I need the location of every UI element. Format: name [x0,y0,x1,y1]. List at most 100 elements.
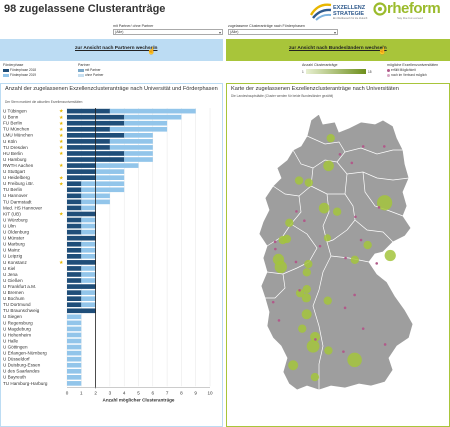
bar[interactable] [67,362,82,368]
bar[interactable] [67,320,82,326]
university-dot[interactable] [350,161,354,165]
university-dot[interactable] [271,300,275,304]
bar[interactable] [67,199,82,205]
bar[interactable] [124,133,153,138]
university-dot[interactable] [273,240,277,244]
bar[interactable] [67,205,82,211]
cluster-bubble[interactable] [323,234,332,242]
cluster-bubble[interactable] [350,255,359,264]
bar[interactable] [67,284,96,289]
university-dot[interactable] [343,306,347,310]
cluster-bubble[interactable] [301,293,311,303]
bar[interactable] [67,241,82,247]
bar[interactable] [81,272,96,277]
legend-item-without-partner[interactable]: ohne Partner [78,73,103,77]
legend-item-fulfilled[interactable]: erfüllt Möglichkeit [387,68,416,72]
bar[interactable] [81,229,96,235]
bar[interactable] [67,139,110,144]
university-dot[interactable] [342,350,345,353]
university-dot[interactable] [295,210,298,213]
bar[interactable] [95,175,125,180]
legend-item-with-partner[interactable]: mit Partner [78,68,101,72]
bar[interactable] [81,266,96,271]
cluster-bubble[interactable] [302,285,312,294]
bar[interactable] [95,163,139,168]
bar[interactable] [67,375,82,380]
bar[interactable] [67,235,96,241]
bar[interactable] [67,181,82,187]
bar[interactable] [81,247,96,253]
bar[interactable] [67,260,96,265]
cluster-bubble[interactable] [347,352,362,368]
university-dot[interactable] [377,206,381,209]
bar[interactable] [67,338,82,344]
cluster-bubble[interactable] [301,309,312,320]
bar[interactable] [67,344,82,350]
cluster-bubble[interactable] [282,234,292,244]
bar[interactable] [67,332,82,338]
university-dot[interactable] [344,256,347,260]
cluster-bubble[interactable] [323,160,334,172]
cluster-bubble[interactable] [377,195,393,211]
bar[interactable] [67,126,110,132]
cluster-bubble[interactable] [285,218,294,228]
university-dot[interactable] [298,288,301,292]
bar[interactable] [81,278,96,283]
bar[interactable] [67,266,82,271]
legend-item-phase-2019[interactable]: Förderphase 2019 [3,73,36,77]
cluster-bubble[interactable] [306,339,320,353]
university-dot[interactable] [314,338,317,341]
cluster-bubble[interactable] [310,331,321,342]
bar[interactable] [67,247,82,253]
bar[interactable] [67,193,82,199]
phase-filter-select[interactable]: (Alle) ▾ [228,29,338,35]
bar[interactable] [67,368,82,374]
university-dot[interactable] [294,260,298,264]
bar[interactable] [81,254,96,259]
bar[interactable] [67,229,82,235]
bar[interactable] [67,308,96,314]
bar[interactable] [124,157,153,162]
partner-filter-select[interactable]: (Alle) ▾ [113,29,223,35]
university-dot[interactable] [375,262,379,265]
cluster-bubble[interactable] [302,268,312,277]
bar[interactable] [67,326,82,332]
bar[interactable] [124,114,182,120]
bar[interactable] [67,254,82,259]
cluster-bubble[interactable] [332,207,342,216]
bar[interactable] [67,175,96,180]
university-dot[interactable] [354,215,357,219]
bar[interactable] [95,169,125,174]
cluster-bubble[interactable] [295,288,305,298]
bar[interactable] [81,296,96,301]
switch-to-partner-view-link[interactable]: zur Ansicht nach Partnern wechseln [75,46,158,51]
bar[interactable] [81,217,96,223]
bar[interactable] [67,272,82,277]
bar[interactable] [109,145,153,150]
bar[interactable] [81,223,96,229]
bar[interactable] [67,381,82,386]
bar[interactable] [81,205,96,211]
bar[interactable] [67,217,82,223]
cluster-bubble[interactable] [323,296,332,305]
university-dot[interactable] [318,244,322,248]
bar[interactable] [67,302,82,308]
cluster-bubble[interactable] [310,372,320,382]
cluster-bubble[interactable] [294,176,304,185]
university-dot[interactable] [303,219,306,222]
cluster-bubble[interactable] [304,178,313,187]
bar[interactable] [81,187,125,193]
university-dot[interactable] [277,319,281,322]
legend-item-phase-2018[interactable]: Förderphase 2018 [3,68,36,72]
cluster-bubble[interactable] [318,202,330,214]
bar[interactable] [67,223,82,229]
bar[interactable] [109,126,168,132]
bar[interactable] [67,145,110,150]
bar[interactable] [67,163,96,168]
bar[interactable] [67,211,96,217]
bar[interactable] [67,108,110,114]
bar[interactable] [67,169,96,174]
bar[interactable] [81,290,96,295]
cluster-bubble[interactable] [288,360,299,371]
bar[interactable] [81,302,96,308]
